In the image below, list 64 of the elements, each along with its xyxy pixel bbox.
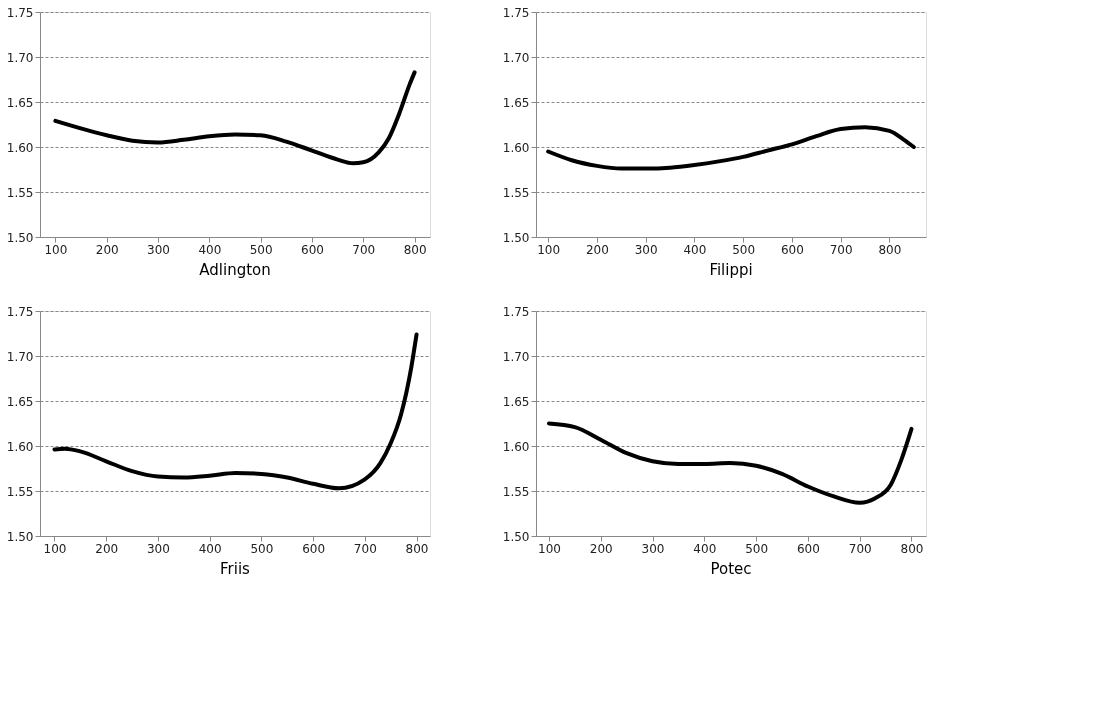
x-tick-label: 600 — [780, 242, 804, 257]
x-tick-label: 200 — [95, 541, 119, 556]
x-tick-label: 600 — [301, 242, 324, 257]
x-tick-label: 400 — [693, 541, 717, 556]
x-tick-label: 700 — [829, 242, 853, 257]
x-tick-label: 300 — [634, 242, 658, 257]
x-tick-label: 200 — [589, 541, 613, 556]
x-tick-label: 400 — [198, 541, 222, 556]
y-tick-label: 1.50 — [502, 230, 530, 245]
x-tick-label: 200 — [585, 242, 609, 257]
x-tick-label: 500 — [249, 242, 273, 257]
x-tick-label: 300 — [147, 242, 170, 257]
x-tick-label: 600 — [302, 541, 326, 556]
y-tick-label: 1.65 — [502, 394, 530, 409]
x-tick-label: 200 — [95, 242, 119, 257]
x-tick-label: 700 — [848, 541, 872, 556]
y-tick-label: 1.75 — [6, 304, 34, 319]
line-series — [546, 421, 914, 505]
y-tick-label: 1.55 — [502, 484, 530, 499]
text: Adlington — [199, 261, 271, 279]
x-tick-label: 500 — [250, 541, 274, 556]
x-tick-label: 300 — [146, 541, 170, 556]
y-tick-label: 1.60 — [6, 140, 34, 155]
y-tick-label: 1.70 — [6, 349, 34, 364]
y-tick-label: 1.55 — [6, 484, 34, 499]
text: Friis — [220, 560, 251, 578]
text: Potec — [710, 560, 752, 578]
line-series — [546, 125, 916, 171]
y-tick-label: 1.65 — [6, 95, 34, 110]
x-tick-label: 700 — [353, 541, 377, 556]
y-tick-label: 1.75 — [502, 304, 530, 319]
x-tick-label: 800 — [403, 242, 427, 257]
y-tick-label: 1.60 — [6, 439, 34, 454]
y-tick-label: 1.70 — [502, 349, 530, 364]
y-tick-label: 1.50 — [6, 529, 34, 544]
x-tick-label: 100 — [538, 541, 561, 556]
y-tick-label: 1.50 — [6, 230, 34, 245]
y-tick-label: 1.75 — [6, 5, 34, 20]
y-tick-label: 1.55 — [6, 185, 34, 200]
x-tick-label: 100 — [43, 541, 67, 556]
text: Filippi — [709, 261, 753, 279]
y-tick-label: 1.50 — [502, 529, 530, 544]
y-tick-label: 1.70 — [6, 50, 34, 65]
x-tick-label: 800 — [900, 541, 924, 556]
y-tick-label: 1.65 — [6, 394, 34, 409]
line-series — [52, 332, 419, 491]
x-tick-label: 300 — [641, 541, 665, 556]
y-tick-label: 1.75 — [502, 5, 530, 20]
x-tick-label: 400 — [198, 242, 222, 257]
y-tick-label: 1.65 — [502, 95, 530, 110]
x-tick-label: 400 — [683, 242, 707, 257]
y-tick-label: 1.60 — [502, 140, 530, 155]
x-tick-label: 800 — [878, 242, 902, 257]
y-tick-label: 1.60 — [502, 439, 530, 454]
y-tick-label: 1.70 — [502, 50, 530, 65]
x-tick-label: 100 — [537, 242, 561, 257]
y-tick-label: 1.55 — [502, 185, 530, 200]
x-tick-label: 500 — [745, 541, 769, 556]
line-series — [53, 70, 417, 166]
x-tick-label: 600 — [796, 541, 820, 556]
x-tick-label: 800 — [405, 541, 429, 556]
x-tick-label: 100 — [44, 242, 68, 257]
x-tick-label: 700 — [352, 242, 376, 257]
x-tick-label: 500 — [732, 242, 756, 257]
